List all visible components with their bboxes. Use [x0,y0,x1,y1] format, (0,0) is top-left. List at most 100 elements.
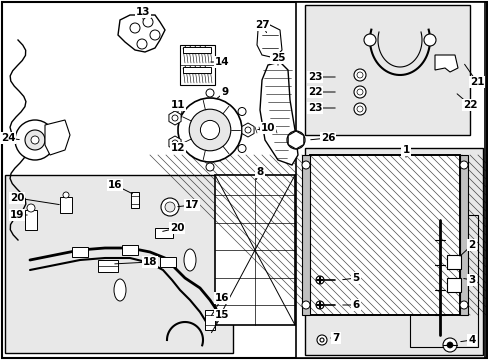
Circle shape [238,108,245,116]
Circle shape [172,115,178,121]
Text: 20: 20 [169,223,184,233]
Polygon shape [242,123,254,137]
Text: 27: 27 [254,20,269,30]
Circle shape [172,140,178,146]
Text: 26: 26 [320,133,335,143]
Circle shape [353,86,365,98]
Circle shape [291,136,299,144]
Circle shape [459,161,467,169]
Circle shape [174,144,182,153]
Text: 22: 22 [307,87,322,97]
Circle shape [205,163,214,171]
Bar [295,2,484,358]
Circle shape [356,72,362,78]
Text: 11: 11 [170,100,185,110]
Circle shape [442,338,456,352]
Bar [305,148,482,355]
Circle shape [27,204,35,212]
Polygon shape [168,136,181,150]
Text: 23: 23 [307,103,322,113]
Polygon shape [45,120,70,155]
Circle shape [353,103,365,115]
Circle shape [189,109,230,151]
Text: 19: 19 [10,210,24,220]
Bar [25,210,37,230]
Circle shape [353,69,365,81]
Circle shape [423,34,435,46]
Text: 4: 4 [468,335,475,345]
Text: 17: 17 [184,200,199,210]
Bar [302,155,309,315]
Text: 18: 18 [142,257,157,267]
Text: 22: 22 [462,100,476,110]
Bar [122,245,138,255]
Bar [215,175,294,325]
Bar [155,228,173,238]
Circle shape [205,89,214,97]
Circle shape [161,198,179,216]
Ellipse shape [114,279,126,301]
Circle shape [200,120,219,140]
Bar [459,155,467,315]
Circle shape [315,301,324,309]
Circle shape [238,144,245,153]
Bar [183,47,210,53]
Circle shape [316,335,326,345]
Text: 8: 8 [256,167,263,177]
Circle shape [178,98,242,162]
Circle shape [315,276,324,284]
Circle shape [150,30,160,40]
Bar [183,67,210,73]
Circle shape [130,23,140,33]
Bar [204,310,215,330]
Circle shape [356,89,362,95]
Circle shape [63,192,69,198]
Polygon shape [434,55,457,72]
Text: 15: 15 [214,310,229,320]
Circle shape [31,136,39,144]
Bar [5,175,232,353]
Circle shape [164,202,175,212]
Bar [160,257,176,267]
Circle shape [302,301,309,309]
Text: 16: 16 [107,180,122,190]
Text: 2: 2 [468,240,475,250]
Circle shape [319,338,324,342]
Text: 24: 24 [0,133,15,143]
Polygon shape [118,15,164,52]
Text: 9: 9 [221,87,228,97]
Circle shape [356,106,362,112]
Circle shape [25,130,45,150]
Bar [309,155,459,315]
Polygon shape [260,62,297,165]
Circle shape [302,161,309,169]
Bar [131,192,139,208]
Text: 25: 25 [270,53,285,63]
Bar [309,155,459,315]
Circle shape [286,131,305,149]
Bar [60,197,72,213]
Circle shape [137,39,147,49]
Text: 20: 20 [10,193,24,203]
Text: 1: 1 [402,145,409,155]
Circle shape [446,342,452,348]
Circle shape [363,34,375,46]
Circle shape [15,120,55,160]
Bar [409,215,477,347]
Bar [72,247,88,257]
Bar [305,5,469,135]
Text: 7: 7 [332,333,339,343]
Text: 14: 14 [214,57,229,67]
Circle shape [174,108,182,116]
Text: 3: 3 [468,275,475,285]
Polygon shape [257,25,282,58]
Polygon shape [287,131,303,149]
Text: 16: 16 [214,293,229,303]
Text: 12: 12 [170,143,185,153]
Bar [446,255,460,269]
Text: 23: 23 [307,72,322,82]
Bar [98,260,118,272]
Bar [180,45,215,85]
Bar [446,278,460,292]
Circle shape [142,17,153,27]
